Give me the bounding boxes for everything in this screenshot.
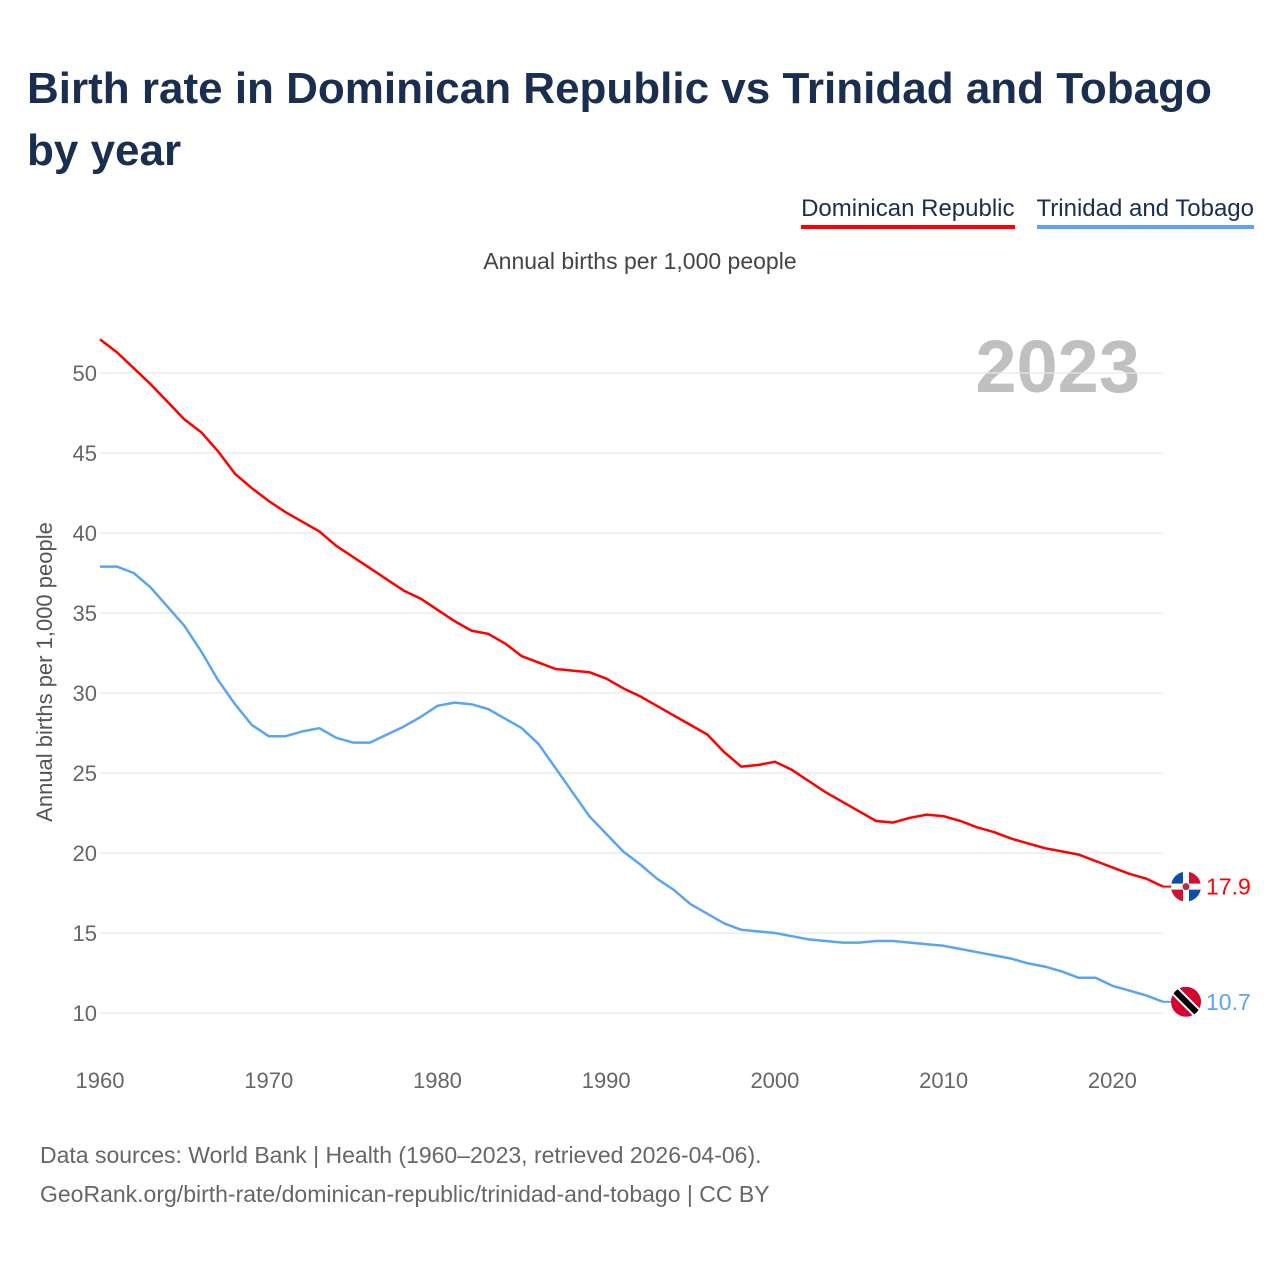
- y-tick-label: 10: [73, 1001, 97, 1026]
- year-watermark: 2023: [975, 325, 1140, 408]
- x-tick-label: 2020: [1088, 1068, 1137, 1093]
- y-tick-label: 35: [73, 601, 97, 626]
- legend-trinidad-and-tobago[interactable]: Trinidad and Tobago: [1036, 195, 1254, 229]
- x-tick-label: 1970: [244, 1068, 293, 1093]
- y-tick-label: 45: [73, 441, 97, 466]
- chart-subtitle: Annual births per 1,000 people: [483, 248, 797, 274]
- end-value-label: 17.9: [1206, 874, 1251, 900]
- dominican-republic-flag-icon: [1171, 871, 1201, 902]
- y-tick-label: 30: [73, 681, 97, 706]
- x-tick-label: 2010: [919, 1068, 968, 1093]
- y-axis-label: Annual births per 1,000 people: [32, 522, 57, 822]
- legend: Dominican Republic Trinidad and Tobago: [801, 195, 1254, 229]
- data-sources: Data sources: World Bank | Health (1960–…: [40, 1142, 762, 1168]
- y-tick-label: 25: [73, 761, 97, 786]
- y-tick-label: 50: [73, 361, 97, 386]
- trinidad-and-tobago-flag-icon: [1171, 986, 1201, 1017]
- chart-title: Birth rate in Dominican Republic vs Trin…: [27, 64, 1212, 175]
- x-tick-label: 1960: [76, 1068, 125, 1093]
- x-tick-label: 1980: [413, 1068, 462, 1093]
- end-value-label: 10.7: [1206, 989, 1251, 1015]
- y-tick-label: 40: [73, 521, 97, 546]
- x-tick-label: 1990: [582, 1068, 631, 1093]
- footer: Data sources: World Bank | Health (1960–…: [40, 1136, 770, 1214]
- series-line-trinidad-and-tobago: [100, 565, 1164, 1003]
- source-link[interactable]: GeoRank.org/birth-rate/dominican-republi…: [40, 1181, 770, 1207]
- series-line-dominican-republic: [99, 338, 1164, 888]
- legend-dominican-republic[interactable]: Dominican Republic: [801, 195, 1015, 229]
- x-tick-label: 2000: [750, 1068, 799, 1093]
- y-tick-label: 20: [73, 841, 97, 866]
- y-tick-label: 15: [73, 921, 97, 946]
